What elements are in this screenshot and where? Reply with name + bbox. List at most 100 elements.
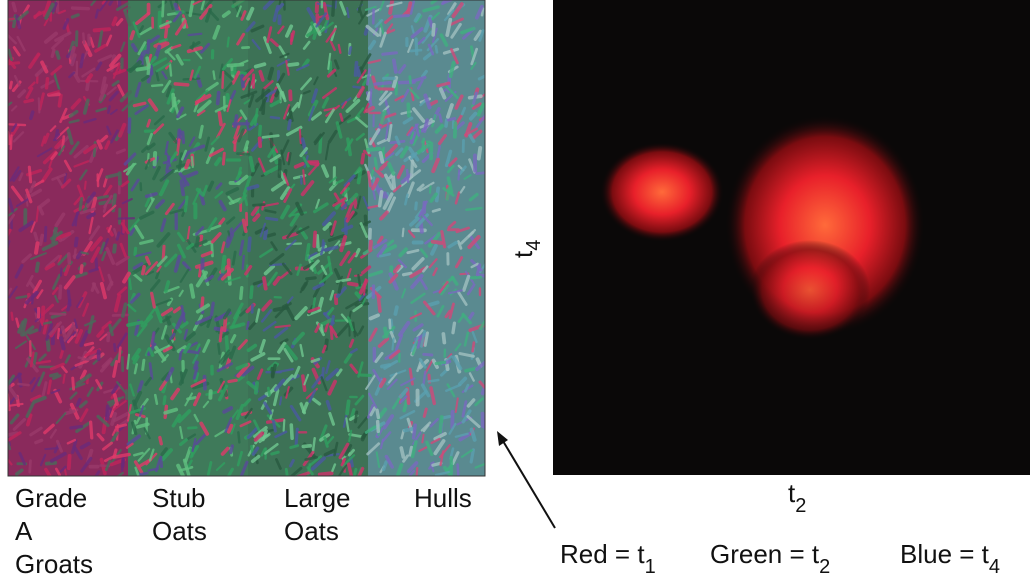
- grain: [404, 273, 411, 274]
- grain: [380, 254, 389, 256]
- grain: [37, 263, 38, 270]
- grain: [368, 93, 370, 99]
- grain: [264, 278, 266, 288]
- grain: [72, 15, 78, 17]
- grain: [108, 106, 109, 112]
- grain: [12, 313, 13, 320]
- grain: [375, 158, 377, 168]
- grain: [401, 448, 403, 457]
- grain: [333, 0, 334, 15]
- grain: [95, 29, 109, 30]
- grain: [400, 82, 414, 83]
- grain: [349, 48, 350, 54]
- grain: [378, 422, 379, 432]
- grain: [148, 120, 150, 126]
- grain: [280, 0, 281, 4]
- grain: [152, 85, 162, 86]
- grain: [375, 83, 390, 84]
- grain: [229, 380, 236, 381]
- grain: [180, 352, 181, 359]
- column-label: Hulls: [414, 483, 472, 513]
- x-axis-label: t2: [788, 478, 806, 517]
- grain: [359, 170, 361, 183]
- legend-item: Green = t2: [710, 539, 830, 578]
- grain: [107, 406, 108, 419]
- column-label: Oats: [284, 516, 339, 546]
- grain: [248, 186, 257, 189]
- grain: [81, 266, 82, 272]
- grain: [403, 229, 404, 237]
- grain: [243, 256, 244, 269]
- grain: [314, 232, 315, 246]
- grain: [332, 316, 333, 324]
- label-subscript: 4: [523, 240, 545, 251]
- grain: [431, 101, 436, 104]
- grain: [385, 328, 386, 336]
- grain: [152, 333, 154, 344]
- grain: [114, 344, 115, 350]
- label-subscript: 2: [795, 495, 806, 517]
- grain: [260, 72, 263, 80]
- grain: [347, 8, 348, 17]
- grain: [307, 278, 315, 279]
- grain: [436, 46, 437, 52]
- legend-text: Green = t: [710, 539, 820, 569]
- grain: [71, 427, 81, 428]
- grain: [256, 383, 257, 393]
- grain: [358, 275, 360, 285]
- grain: [268, 234, 274, 236]
- grain: [185, 197, 187, 211]
- grain: [220, 328, 222, 341]
- grain: [239, 168, 241, 174]
- grain: [213, 71, 214, 79]
- grain: [179, 154, 181, 170]
- grain: [218, 93, 219, 104]
- grain: [170, 64, 171, 76]
- grain: [45, 448, 58, 449]
- grain: [223, 153, 224, 164]
- grain: [356, 63, 357, 75]
- grain: [113, 315, 128, 316]
- grain: [394, 60, 396, 72]
- grain: [36, 243, 38, 252]
- grain: [131, 32, 133, 39]
- column-label: Large: [284, 483, 351, 513]
- grain: [443, 417, 450, 418]
- grain: [73, 8, 89, 9]
- grain: [459, 170, 460, 179]
- grain: [322, 325, 323, 332]
- grain: [117, 233, 119, 239]
- grain: [188, 428, 196, 429]
- grain: [303, 170, 304, 184]
- grain: [57, 52, 59, 58]
- grain: [52, 50, 54, 56]
- grain: [243, 220, 245, 231]
- grain: [58, 329, 59, 338]
- grain: [41, 235, 43, 244]
- grain: [192, 157, 193, 167]
- grain: [377, 410, 378, 417]
- grain: [433, 209, 439, 211]
- grain: [167, 317, 169, 323]
- grain: [416, 39, 417, 54]
- grain: [433, 242, 442, 243]
- grain: [242, 76, 243, 86]
- grain: [359, 68, 360, 76]
- grain: [66, 411, 74, 413]
- grain: [395, 307, 396, 314]
- grain: [405, 429, 413, 431]
- grain: [78, 252, 81, 257]
- grain: [320, 473, 332, 474]
- grain: [175, 84, 187, 85]
- grain: [77, 399, 79, 405]
- grain: [271, 117, 279, 118]
- grain: [289, 121, 290, 129]
- grain: [13, 4, 15, 11]
- grain: [349, 284, 357, 285]
- grain: [175, 5, 177, 11]
- grain: [10, 82, 11, 88]
- grain: [354, 199, 355, 207]
- grain: [139, 473, 147, 475]
- grain: [440, 417, 441, 432]
